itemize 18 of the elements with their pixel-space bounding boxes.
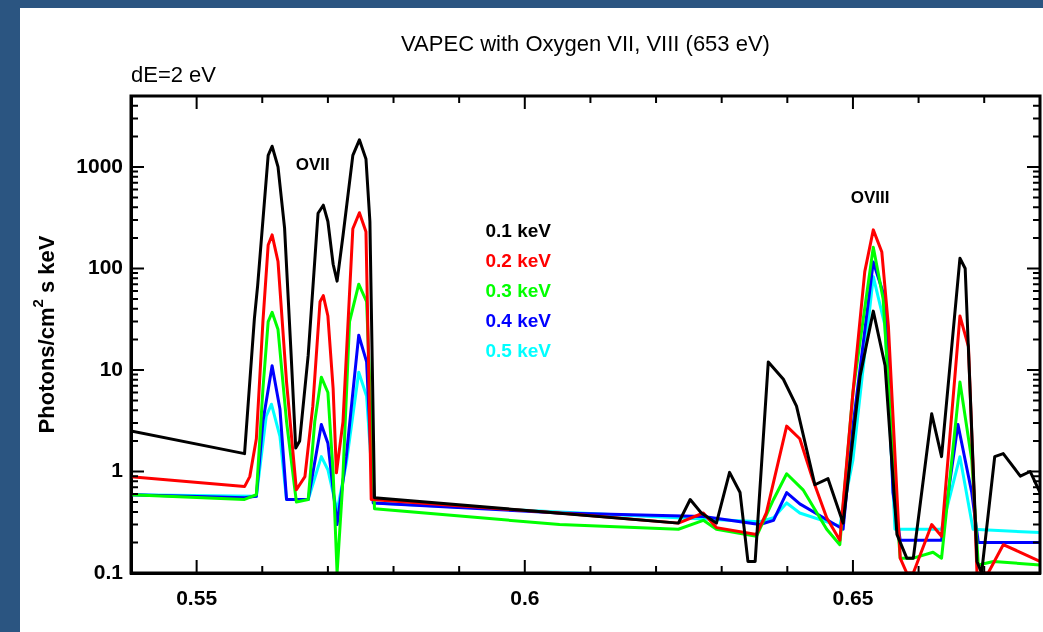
chart-title: VAPEC with Oxygen VII, VIII (653 eV) [401,31,770,57]
text: 0.1 keV [485,220,552,242]
text: 0.4 keV [485,310,552,332]
text: 0.3 keV [485,280,552,302]
annotation: OVII [295,154,330,174]
y-tick-label: 10 [99,356,123,380]
x-tick-label: 0.65 [832,586,874,610]
y-tick-label: 1 [111,458,124,482]
x-tick-label: 0.6 [510,586,540,610]
text: 0.2 keV [485,250,552,272]
y-tick-label: 1000 [76,153,123,177]
y-tick-label: 100 [87,255,123,279]
text: 0.5 keV [485,340,552,362]
annotation: OVIII [850,187,890,207]
chart-subtitle: dE=2 eV [131,62,217,88]
x-tick-label: 0.55 [176,586,218,610]
y-tick-label: 0.1 [93,559,124,583]
y-axis-title: Photons/cm2 s keV [29,235,60,434]
